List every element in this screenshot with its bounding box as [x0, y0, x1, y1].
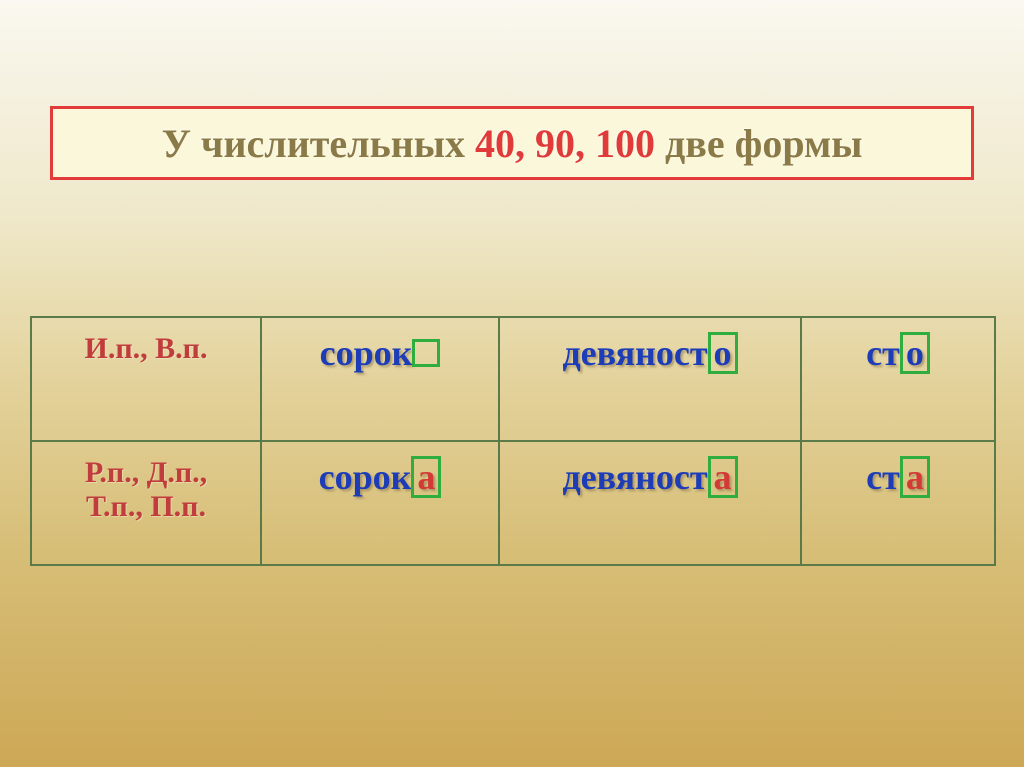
word-stem: сорок [320, 333, 413, 373]
case-label-cell: И.п., В.п. [31, 317, 261, 441]
word-stem: девяност [562, 333, 707, 373]
table-row: И.п., В.п.сорокдевяностосто [31, 317, 995, 441]
title-numbers: 40, 90, 100 [475, 121, 655, 166]
word-cell-ninety: девяноста [499, 441, 801, 565]
title-suffix: две формы [655, 121, 862, 166]
word-stem: сорок [319, 457, 412, 497]
case-label: И.п., В.п. [40, 332, 252, 366]
word-stem: ст [866, 457, 900, 497]
word-cell-ninety: девяносто [499, 317, 801, 441]
word: девяносто [562, 333, 737, 373]
word-ending: а [900, 456, 930, 498]
zero-ending-box [412, 339, 440, 367]
declension-table: И.п., В.п.сорокдевяностостоР.п., Д.п.,Т.… [30, 316, 996, 566]
table-body: И.п., В.п.сорокдевяностостоР.п., Д.п.,Т.… [31, 317, 995, 565]
word-ending: о [900, 332, 930, 374]
word-stem: девяност [562, 457, 707, 497]
word-cell-hundred: сто [801, 317, 995, 441]
word-cell-forty: сорока [261, 441, 499, 565]
word-ending: а [411, 456, 441, 498]
word-cell-forty: сорок [261, 317, 499, 441]
word: сорок [320, 333, 441, 373]
word-cell-hundred: ста [801, 441, 995, 565]
table-row: Р.п., Д.п.,Т.п., П.п.сорокадевяностаста [31, 441, 995, 565]
word-ending: а [708, 456, 738, 498]
title-prefix: У числительных [162, 121, 475, 166]
word-stem: ст [866, 333, 900, 373]
title-box: У числительных 40, 90, 100 две формы [50, 106, 974, 180]
word: сто [866, 333, 930, 373]
word: девяноста [562, 457, 737, 497]
word: ста [866, 457, 930, 497]
word-ending: о [708, 332, 738, 374]
case-label-cell: Р.п., Д.п.,Т.п., П.п. [31, 441, 261, 565]
title-text: У числительных 40, 90, 100 две формы [162, 120, 863, 167]
case-label: Р.п., Д.п.,Т.п., П.п. [40, 456, 252, 524]
word: сорока [319, 457, 442, 497]
